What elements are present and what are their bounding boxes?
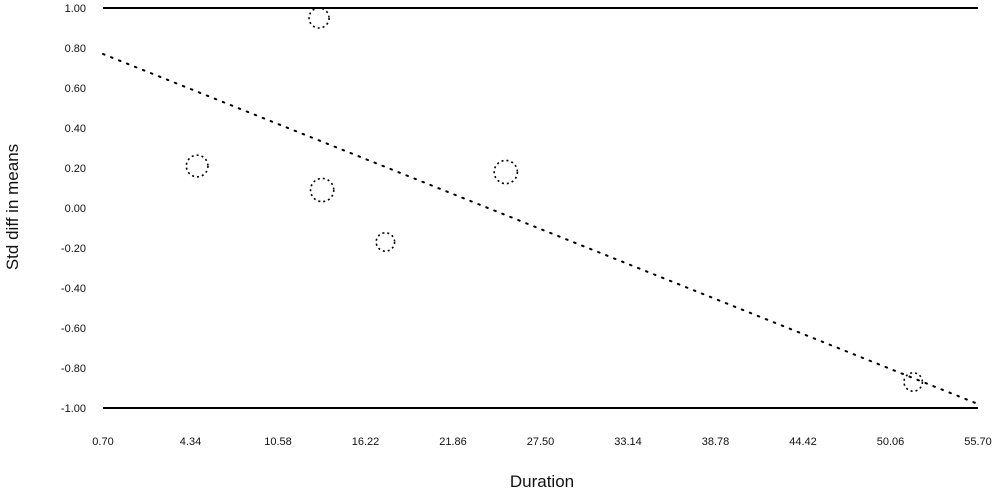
x-tick-label: 27.50 bbox=[527, 436, 555, 448]
y-tick-label: 0.20 bbox=[65, 163, 86, 175]
y-tick-label: -1.00 bbox=[61, 403, 86, 415]
data-points bbox=[185, 7, 924, 392]
x-axis-title: Duration bbox=[510, 472, 574, 491]
x-tick-label: 38.78 bbox=[702, 436, 730, 448]
y-axis-tick-labels: 1.00 0.80 0.60 0.40 0.20 0.00 -0.20 -0.40 -0.60 -… bbox=[61, 3, 86, 415]
y-tick-label: -0.80 bbox=[61, 363, 86, 375]
reference-lines bbox=[103, 7, 978, 409]
y-tick-label: 0.40 bbox=[65, 123, 86, 135]
x-tick-label: 10.58 bbox=[264, 436, 292, 448]
x-tick-label: 50.06 bbox=[877, 436, 905, 448]
x-tick-label: 55.70 bbox=[964, 436, 992, 448]
y-tick-label: 0.60 bbox=[65, 83, 86, 95]
study-point-1 bbox=[185, 154, 209, 178]
regression-line bbox=[102, 53, 979, 405]
x-tick-label: 33.14 bbox=[614, 436, 642, 448]
y-tick-label: 0.00 bbox=[65, 203, 86, 215]
x-tick-label: 0.70 bbox=[92, 436, 113, 448]
study-point-2 bbox=[309, 177, 335, 203]
x-tick-label: 21.86 bbox=[439, 436, 467, 448]
study-point-4 bbox=[375, 232, 396, 253]
regression-line-group bbox=[102, 53, 979, 405]
y-tick-label: -0.20 bbox=[61, 243, 86, 255]
study-point-3 bbox=[308, 7, 330, 29]
study-point-6 bbox=[903, 371, 924, 392]
y-tick-label: 1.00 bbox=[65, 3, 86, 15]
study-point-5 bbox=[493, 159, 519, 185]
y-axis-title: Std diff in means bbox=[3, 144, 22, 270]
y-tick-label: 0.80 bbox=[65, 43, 86, 55]
x-tick-label: 4.34 bbox=[180, 436, 201, 448]
y-tick-label: -0.40 bbox=[61, 283, 86, 295]
x-axis-tick-labels: 0.70 4.34 10.58 16.22 21.86 27.50 33.14 38.78 44… bbox=[92, 436, 991, 448]
x-tick-label: 44.42 bbox=[789, 436, 817, 448]
y-tick-label: -0.60 bbox=[61, 323, 86, 335]
x-tick-label: 16.22 bbox=[352, 436, 380, 448]
